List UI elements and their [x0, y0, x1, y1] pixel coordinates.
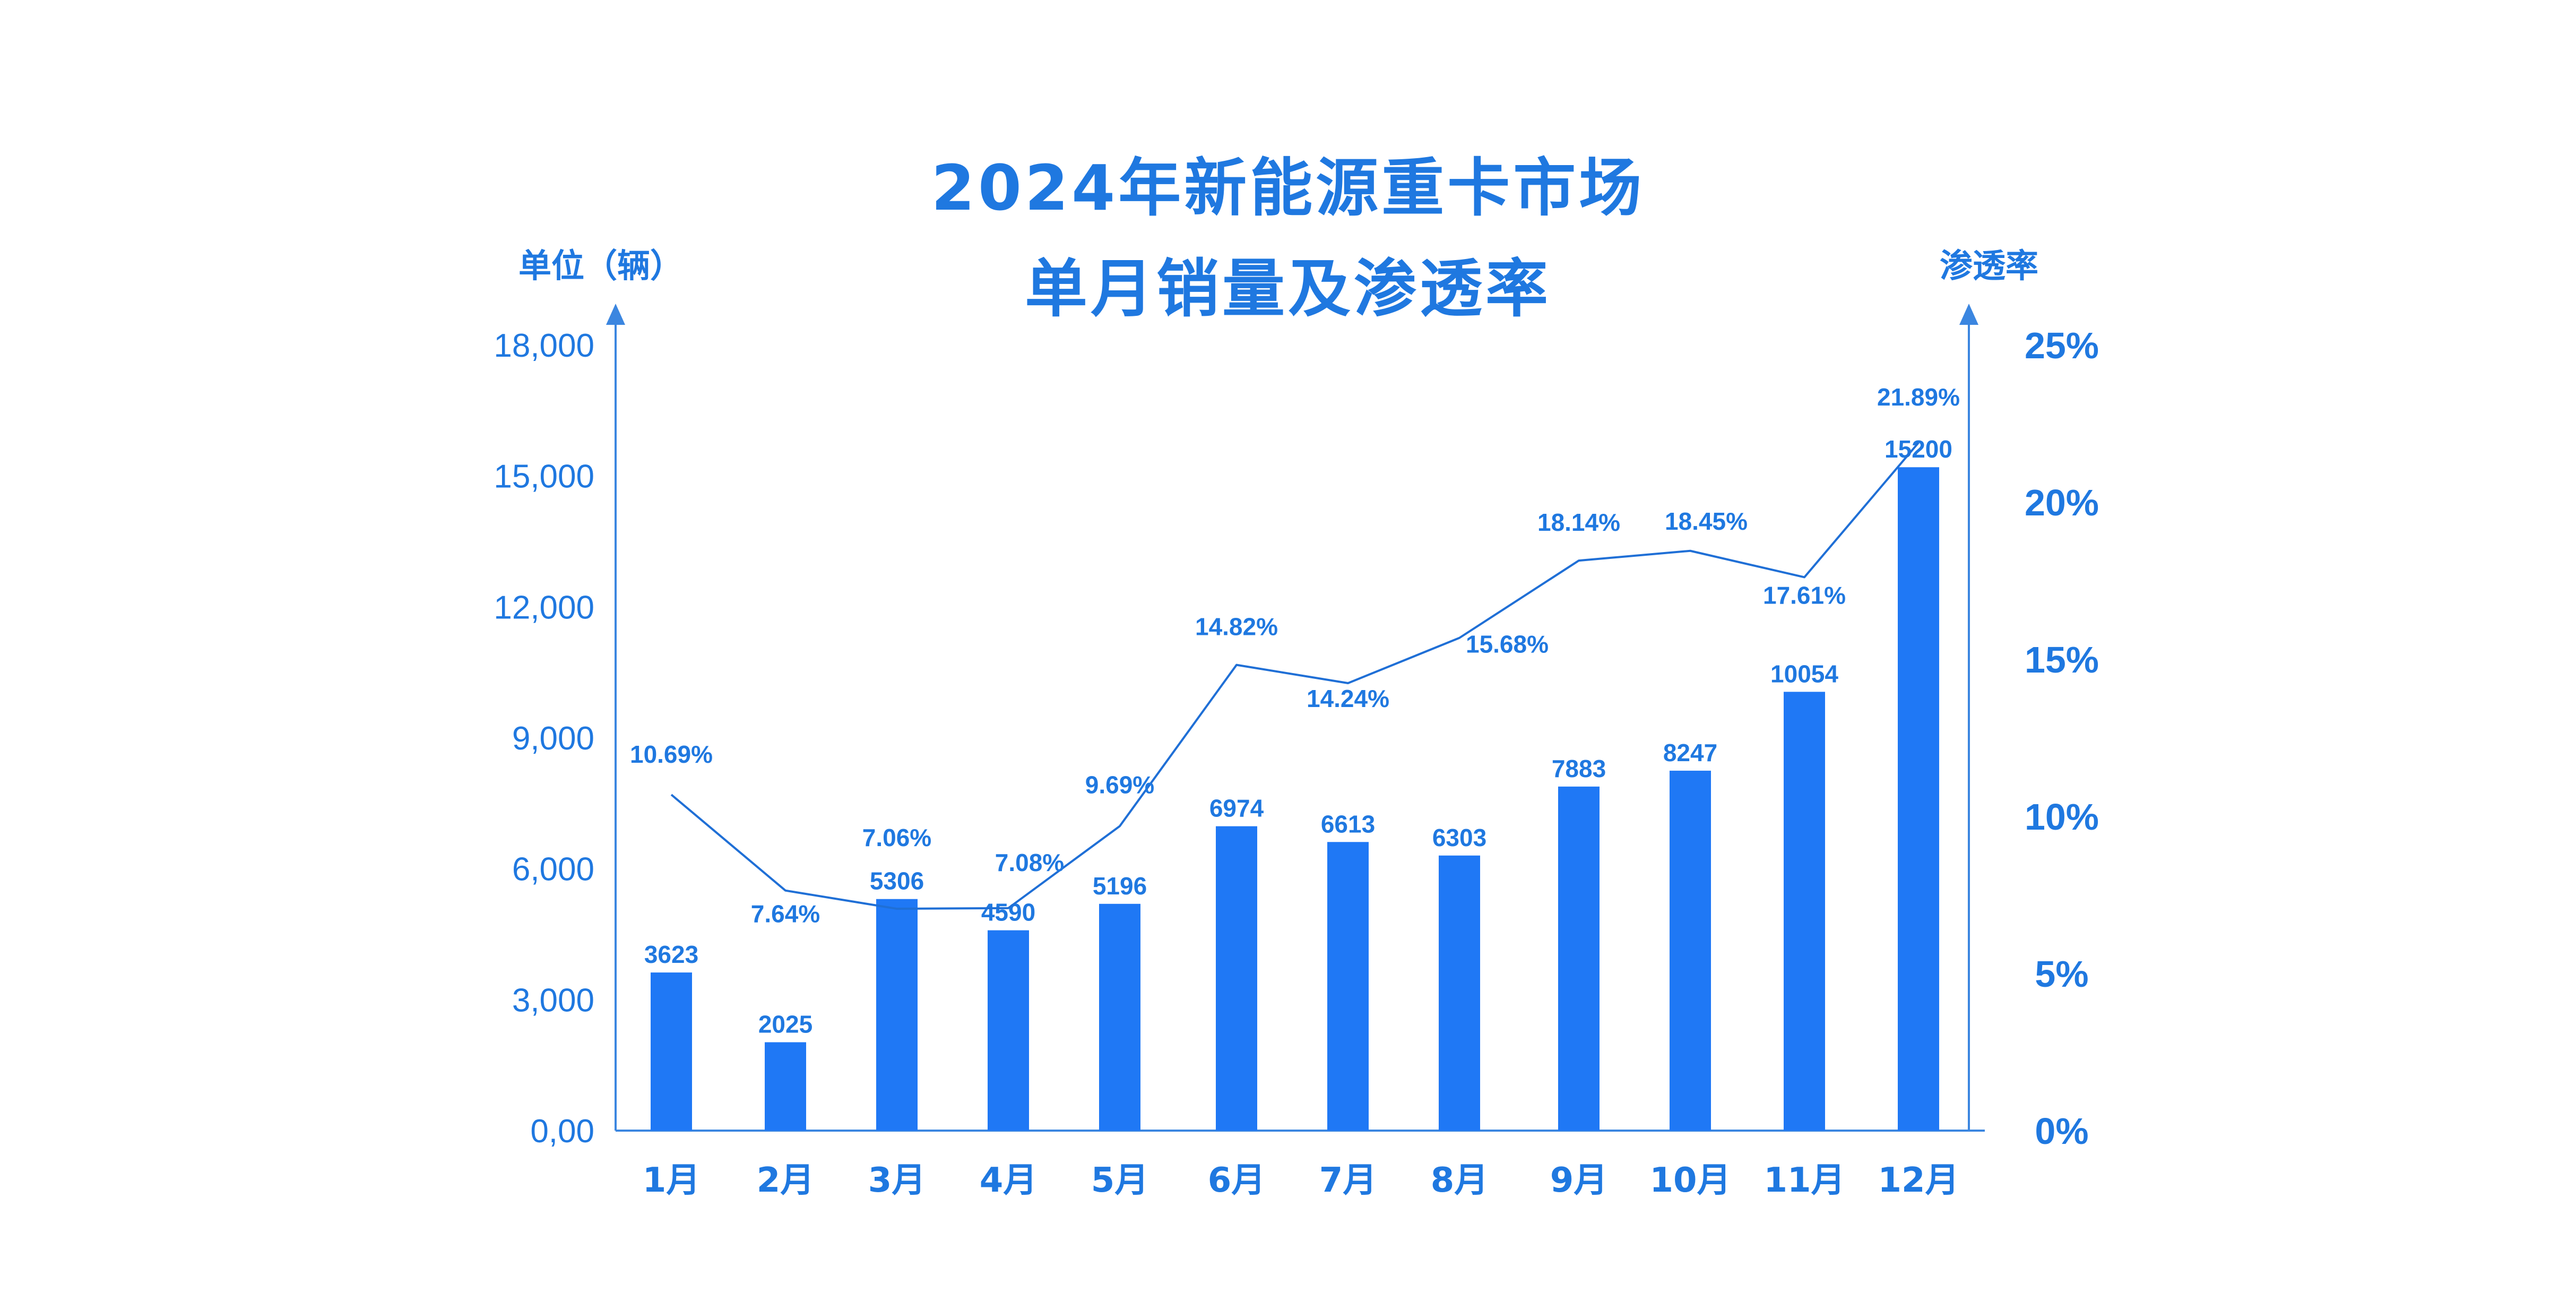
chart-title-line-2: 单月销量及渗透率: [1025, 252, 1551, 325]
y-right-tick-label: 20%: [2025, 482, 2099, 523]
penetration-label: 14.82%: [1195, 613, 1278, 641]
y-left-tick-label: 3,000: [512, 982, 594, 1019]
bar-value-label: 6613: [1321, 810, 1375, 838]
bar: [1898, 467, 1939, 1131]
x-category-label: 5月: [1091, 1161, 1149, 1200]
y-left-tick-label: 15,000: [494, 459, 594, 495]
x-category-label: 7月: [1319, 1161, 1377, 1200]
x-category-labels: 1月 2月 3月 4月 5月 6月 7月 8月 9月 10月 11月 12月: [643, 1161, 1959, 1200]
penetration-label: 14.24%: [1307, 685, 1389, 712]
bar: [765, 1042, 806, 1131]
bar: [988, 930, 1029, 1131]
penetration-line: [670, 442, 1920, 910]
axes: [606, 304, 1985, 1132]
x-category-label: 10月: [1649, 1161, 1731, 1200]
bar-value-label: 6974: [1209, 795, 1264, 822]
bar-value-label: 5306: [870, 867, 924, 895]
bar-value-label: 7883: [1552, 755, 1606, 782]
bar-value-label: 2025: [758, 1011, 812, 1038]
penetration-polyline: [670, 442, 1920, 910]
x-category-label: 6月: [1208, 1161, 1266, 1200]
bars: [651, 467, 1939, 1131]
y-left-axis-label: 单位（辆）: [518, 246, 683, 285]
bar-value-label: 6303: [1432, 824, 1486, 851]
bar-value-label: 3623: [644, 941, 698, 968]
y-left-tick-label: 12,000: [494, 589, 594, 626]
y-right-tick-label: 25%: [2025, 325, 2099, 366]
y-left-tick-label: 0,00: [530, 1113, 594, 1150]
penetration-label: 18.45%: [1665, 507, 1748, 535]
bar: [1439, 855, 1480, 1131]
y-left-tick-label: 6,000: [512, 851, 594, 888]
bar: [876, 899, 918, 1131]
penetration-label: 9.69%: [1085, 771, 1154, 798]
penetration-label: 7.64%: [751, 900, 820, 928]
bar-value-labels: 3623 2025 5306 4590 5196 6974 6613 6303 7883 8247…: [644, 435, 1952, 1038]
bar: [1558, 786, 1600, 1131]
bar: [1670, 770, 1711, 1131]
bar: [1327, 842, 1369, 1131]
penetration-label: 17.61%: [1763, 581, 1846, 609]
x-category-label: 8月: [1431, 1161, 1489, 1200]
x-category-label: 1月: [643, 1161, 701, 1200]
bar: [1216, 826, 1257, 1131]
x-category-label: 4月: [980, 1161, 1038, 1200]
y-right-tick-label: 10%: [2025, 796, 2099, 838]
y-left-tick-label: 9,000: [512, 720, 594, 757]
y-right-tick-label: 15%: [2025, 639, 2099, 680]
penetration-label: 7.06%: [862, 824, 931, 851]
penetration-label: 15.68%: [1466, 631, 1549, 658]
x-category-label: 12月: [1878, 1161, 1959, 1200]
x-category-label: 3月: [868, 1161, 926, 1200]
bar-value-label: 5196: [1093, 872, 1147, 900]
penetration-label: 7.08%: [995, 849, 1064, 876]
y-left-axis-arrow: [606, 304, 625, 325]
penetration-label: 10.69%: [630, 740, 713, 768]
y-left-ticks: 0,00 3,000 6,000 9,000 12,000 15,000 18,000: [494, 328, 594, 1150]
y-left-tick-label: 18,000: [494, 328, 594, 364]
y-right-axis-arrow: [1959, 304, 1978, 325]
y-right-ticks: 0% 5% 10% 15% 20% 25%: [2025, 325, 2099, 1152]
x-category-label: 9月: [1550, 1161, 1608, 1200]
penetration-label: 21.89%: [1877, 383, 1960, 411]
bar: [1784, 692, 1825, 1131]
y-right-tick-label: 5%: [2035, 953, 2088, 995]
bar: [1099, 903, 1140, 1131]
bar-value-label: 8247: [1663, 739, 1717, 766]
y-right-axis-label: 渗透率: [1940, 246, 2038, 285]
penetration-labels: 10.69% 7.64% 7.06% 7.08% 9.69% 14.82% 14.24% 15…: [630, 383, 1960, 928]
chart-title-line-1: 2024年新能源重卡市场: [931, 151, 1645, 225]
x-category-label: 11月: [1764, 1161, 1845, 1200]
y-right-tick-label: 0%: [2035, 1110, 2088, 1152]
bar: [651, 972, 692, 1131]
bar-value-label: 4590: [981, 899, 1035, 926]
penetration-label: 18.14%: [1537, 509, 1620, 536]
bar-value-label: 15200: [1885, 435, 1952, 463]
x-category-label: 2月: [757, 1161, 815, 1200]
bar-value-label: 10054: [1770, 660, 1838, 687]
